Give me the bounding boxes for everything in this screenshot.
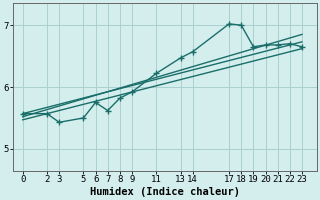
X-axis label: Humidex (Indice chaleur): Humidex (Indice chaleur) [90, 186, 240, 197]
